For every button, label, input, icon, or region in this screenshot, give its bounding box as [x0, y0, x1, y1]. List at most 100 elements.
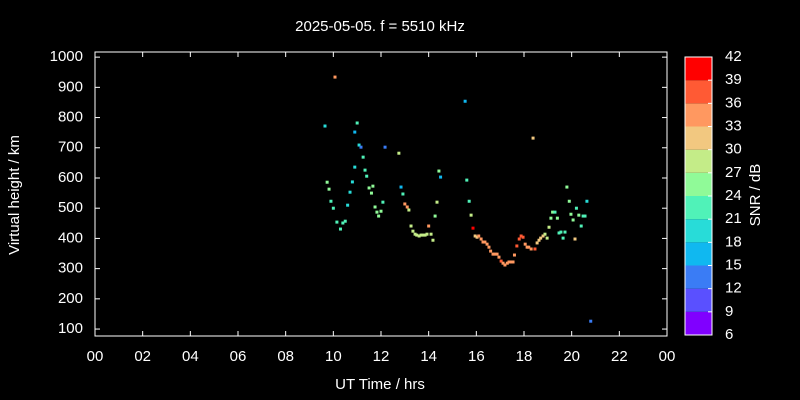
data-point: [527, 245, 531, 249]
data-point: [477, 234, 481, 238]
data-point: [323, 124, 327, 128]
data-point: [381, 200, 385, 204]
y-tick-label: 500: [58, 199, 83, 216]
data-point: [433, 214, 437, 218]
data-point: [489, 249, 493, 253]
data-point: [487, 245, 491, 249]
data-point: [369, 191, 373, 195]
data-point: [583, 214, 587, 218]
x-tick-label: 00: [87, 348, 104, 365]
data-point: [439, 175, 443, 179]
x-tick-label: 04: [182, 348, 199, 365]
colorbar-band: [685, 103, 712, 127]
data-point: [529, 247, 533, 251]
y-tick-label: 200: [58, 290, 83, 307]
data-point: [551, 210, 555, 214]
data-point: [355, 121, 359, 125]
y-tick-label: 900: [58, 78, 83, 95]
data-point: [379, 209, 383, 213]
y-tick-label: 700: [58, 139, 83, 156]
data-point: [515, 244, 519, 248]
x-tick-label: 22: [611, 348, 628, 365]
data-point: [505, 261, 509, 265]
data-point: [367, 186, 371, 190]
data-point: [407, 208, 411, 212]
colorbar-band: [685, 196, 712, 220]
data-point: [401, 192, 405, 196]
y-tick-label: 800: [58, 109, 83, 126]
data-point: [435, 200, 439, 204]
x-tick-label: 14: [420, 348, 437, 365]
data-point: [512, 253, 516, 257]
data-point: [348, 190, 352, 194]
data-point: [411, 229, 415, 233]
data-point: [429, 232, 433, 236]
data-point: [413, 232, 417, 236]
data-point: [363, 168, 367, 172]
data-point: [577, 213, 581, 217]
colorbar-tick-label: 33: [725, 117, 742, 134]
data-point: [346, 203, 350, 207]
colorbar-band: [685, 311, 712, 335]
data-point: [483, 240, 487, 244]
y-tick-label: 300: [58, 260, 83, 277]
chart-title: 2025-05-05. f = 5510 kHz: [295, 18, 465, 35]
data-point: [371, 184, 375, 188]
colorbar-band: [685, 57, 712, 81]
data-point: [525, 245, 529, 249]
data-point: [415, 233, 419, 237]
data-point: [327, 187, 331, 191]
x-tick-label: 00: [659, 348, 676, 365]
data-point: [335, 220, 339, 224]
data-point: [581, 214, 585, 218]
data-point: [481, 240, 485, 244]
colorbar-tick-label: 6: [725, 326, 733, 343]
data-point: [383, 145, 387, 149]
data-point: [549, 216, 553, 220]
colorbar-band: [685, 265, 712, 289]
colorbar-tick-label: 42: [725, 48, 742, 65]
data-point: [365, 174, 369, 178]
data-point: [543, 232, 547, 236]
data-point: [431, 238, 435, 242]
data-point: [421, 233, 425, 237]
data-point: [485, 242, 489, 246]
data-point: [405, 205, 409, 209]
data-point: [373, 205, 377, 209]
data-point: [509, 260, 513, 264]
y-tick-label: 600: [58, 169, 83, 186]
x-tick-label: 10: [325, 348, 342, 365]
data-point: [495, 252, 499, 256]
x-tick-label: 20: [563, 348, 580, 365]
data-point: [539, 236, 543, 240]
data-point: [343, 219, 347, 223]
data-point: [567, 199, 571, 203]
data-point: [397, 151, 401, 155]
colorbar-tick-label: 39: [725, 71, 742, 88]
colorbar-tick-label: 30: [725, 141, 742, 158]
data-point: [521, 235, 525, 239]
data-point: [537, 238, 541, 242]
data-point: [473, 234, 477, 238]
x-tick-label: 16: [468, 348, 485, 365]
data-point: [423, 233, 427, 237]
data-point: [585, 199, 589, 203]
y-tick-label: 400: [58, 229, 83, 246]
data-point: [574, 206, 578, 210]
data-point: [541, 234, 545, 238]
data-point: [553, 210, 557, 214]
data-point: [557, 231, 561, 235]
data-point: [531, 136, 535, 140]
data-point: [501, 261, 505, 265]
data-point: [338, 227, 342, 231]
y-tick-label: 100: [58, 320, 83, 337]
data-point: [325, 180, 329, 184]
x-tick-label: 02: [134, 348, 151, 365]
data-point: [399, 185, 403, 189]
data-point: [569, 212, 573, 216]
data-point: [571, 218, 575, 222]
data-point: [350, 180, 354, 184]
data-point: [419, 233, 423, 237]
x-tick-label: 12: [373, 348, 390, 365]
data-point: [425, 232, 429, 236]
